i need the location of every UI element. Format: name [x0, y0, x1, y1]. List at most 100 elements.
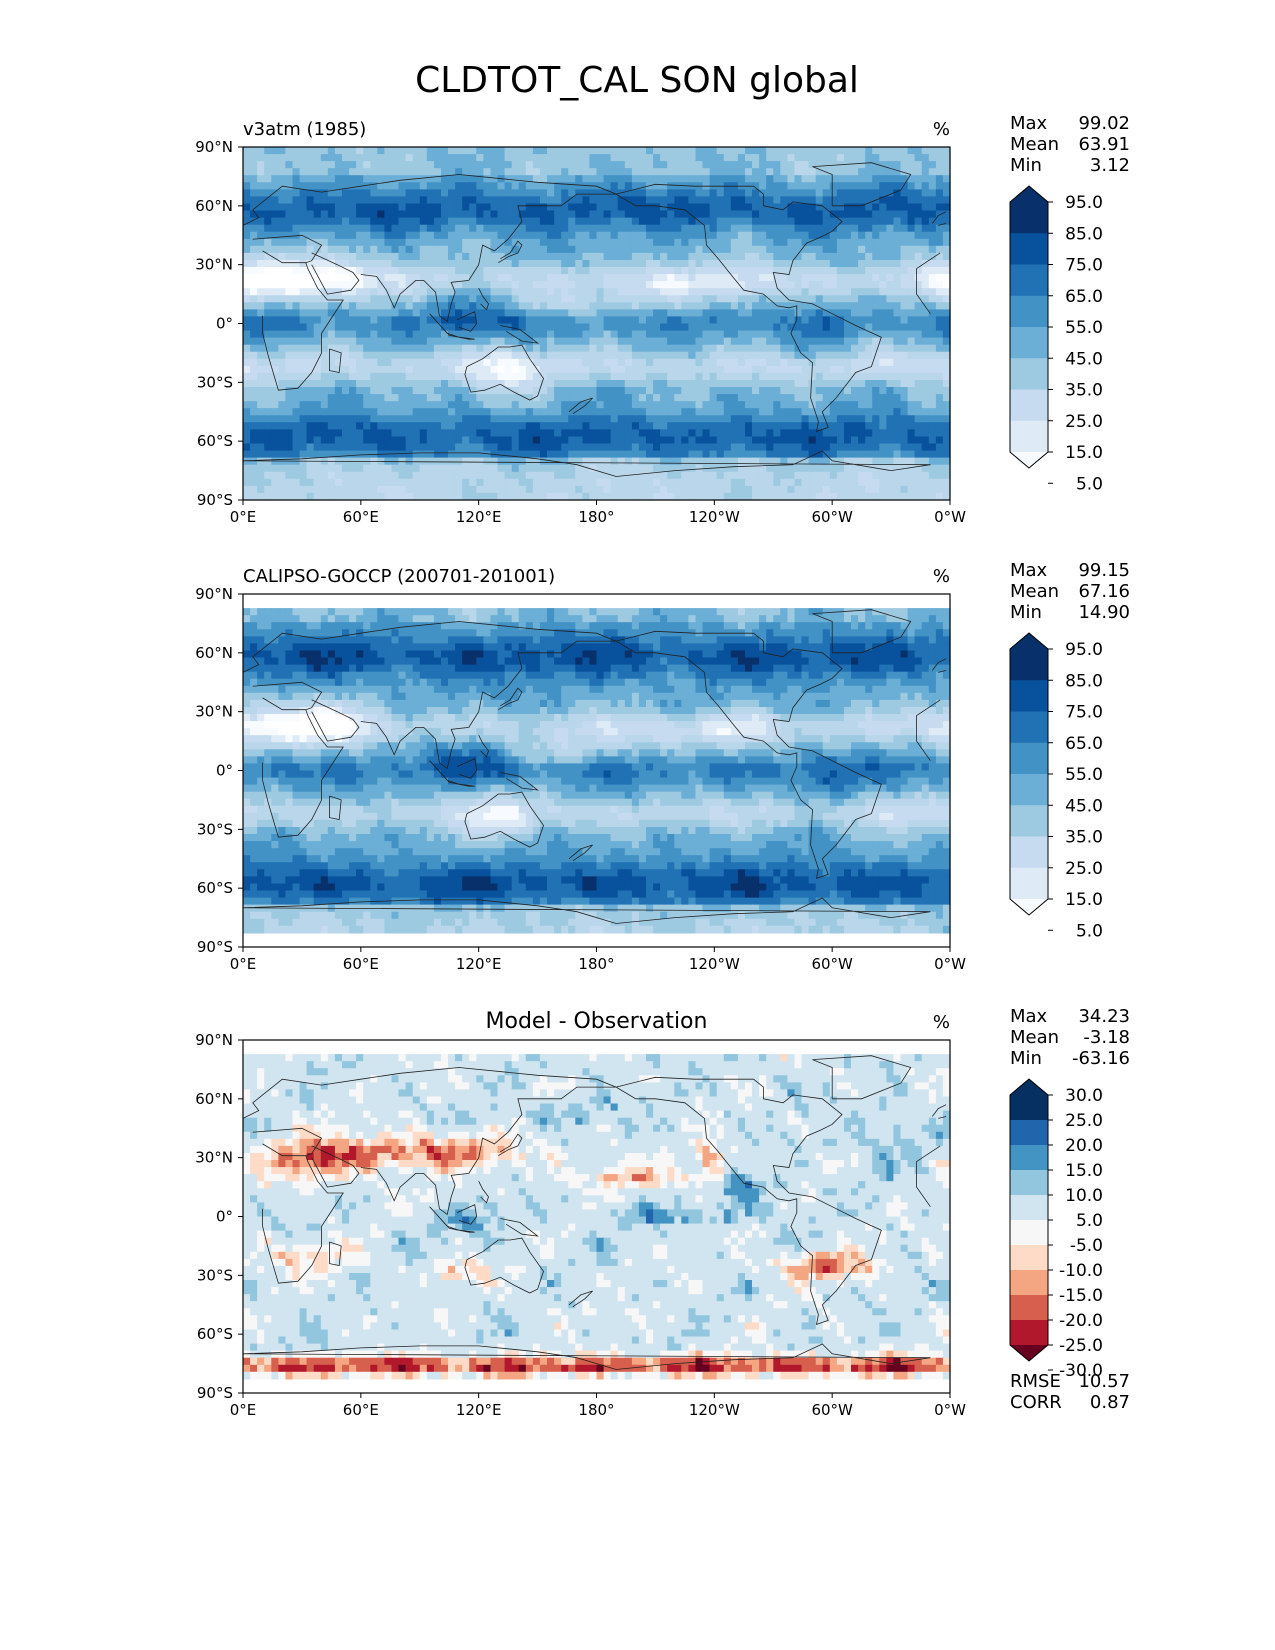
map-cell	[900, 365, 909, 374]
map-cell	[596, 337, 605, 346]
map-cell	[532, 408, 541, 416]
map-cell	[879, 203, 887, 212]
map-cell	[264, 323, 272, 332]
map-cell	[596, 471, 605, 480]
map-cell	[858, 380, 866, 388]
map-cell	[794, 274, 803, 282]
map-cell	[716, 168, 725, 176]
map-cell	[935, 450, 944, 459]
map-cell	[511, 387, 520, 395]
map-cell	[412, 337, 421, 346]
map-cell	[568, 387, 576, 395]
map-cell	[398, 478, 407, 487]
map-cell	[695, 288, 704, 296]
map-cell	[773, 161, 781, 169]
map-cell	[942, 217, 951, 226]
map-cell	[483, 471, 492, 480]
map-cell	[525, 372, 534, 381]
map-cell	[292, 309, 301, 318]
map-cell	[327, 203, 336, 212]
map-cell	[688, 252, 697, 261]
map-cell	[334, 154, 343, 162]
map-cell	[752, 394, 760, 402]
map-cell	[342, 408, 350, 416]
map-cell	[646, 288, 654, 296]
map-cell	[363, 478, 371, 487]
map-cell	[752, 210, 760, 219]
map-cell	[822, 210, 831, 219]
map-cell	[603, 365, 612, 374]
map-cell	[822, 387, 831, 395]
map-cell	[299, 224, 308, 233]
map-cell	[815, 245, 824, 254]
map-cell	[377, 245, 385, 254]
map-cell	[844, 429, 852, 438]
map-cell	[539, 408, 548, 416]
map-cell	[532, 323, 541, 332]
map-cell	[271, 210, 279, 219]
map-cell	[257, 217, 265, 226]
map-cell	[306, 492, 315, 501]
map-cell	[342, 485, 350, 494]
map-cell	[794, 224, 803, 233]
map-cell	[441, 302, 449, 310]
map-cell	[667, 288, 675, 296]
map-cell	[928, 436, 937, 445]
map-cell	[942, 224, 951, 233]
map-cell	[419, 485, 428, 494]
map-cell	[851, 224, 859, 233]
map-cell	[568, 309, 576, 318]
map-cell	[292, 203, 301, 212]
map-cell	[759, 394, 767, 402]
map-cell	[561, 323, 569, 332]
map-cell	[780, 429, 788, 438]
map-cell	[829, 429, 838, 438]
map-cell	[568, 231, 576, 240]
map-cell	[356, 189, 364, 198]
map-cell	[603, 203, 612, 212]
map-cell	[476, 344, 484, 353]
map-cell	[688, 422, 697, 430]
map-cell	[900, 281, 909, 289]
map-cell	[681, 457, 689, 466]
map-cell	[405, 372, 414, 381]
map-cell	[879, 161, 887, 169]
map-cell	[243, 154, 251, 162]
map-cell	[794, 492, 803, 501]
map-cell	[900, 492, 909, 501]
map-cell	[313, 394, 322, 402]
map-cell	[469, 231, 477, 240]
map-cell	[363, 189, 371, 198]
map-cell	[801, 457, 810, 466]
map-cell	[511, 443, 520, 452]
map-cell	[589, 231, 598, 240]
map-cell	[433, 189, 442, 198]
map-cell	[476, 351, 484, 360]
map-cell	[794, 323, 803, 332]
map-cell	[469, 485, 477, 494]
map-cell	[829, 309, 838, 318]
map-cell	[525, 154, 534, 162]
map-cell	[483, 316, 492, 325]
map-cell	[836, 387, 845, 395]
map-cell	[532, 168, 541, 176]
map-cell	[942, 147, 951, 155]
map-cell	[702, 316, 711, 325]
map-cell	[631, 154, 640, 162]
map-cell	[320, 189, 329, 198]
map-cell	[306, 161, 315, 169]
map-cell	[667, 358, 675, 367]
map-cell	[695, 302, 704, 310]
map-cell	[610, 302, 619, 310]
map-cell	[320, 147, 329, 155]
map-cell	[511, 224, 520, 233]
map-cell	[342, 358, 350, 367]
map-cell	[363, 365, 371, 374]
map-cell	[865, 168, 873, 176]
map-cell	[264, 210, 272, 219]
map-cell	[320, 415, 329, 423]
map-cell	[327, 443, 336, 452]
map-cell	[695, 281, 704, 289]
map-cell	[547, 302, 555, 310]
map-cell	[292, 168, 301, 176]
